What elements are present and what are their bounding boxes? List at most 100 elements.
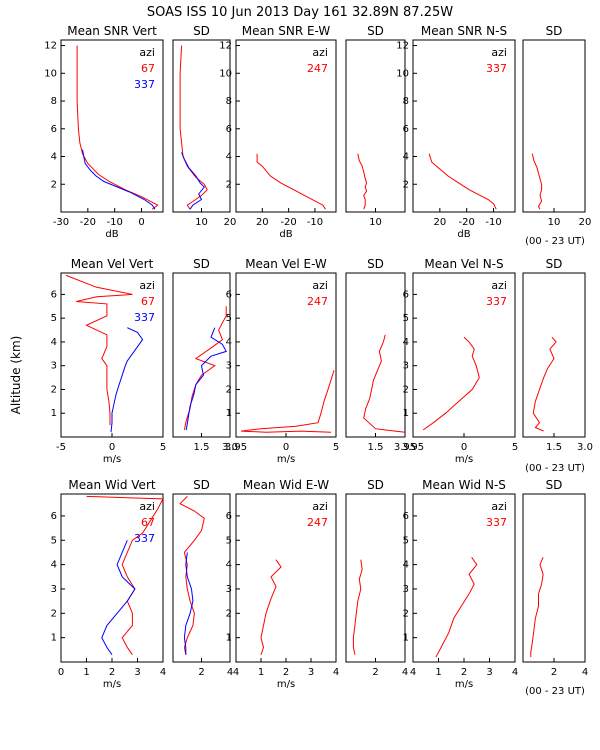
- panel-snr-ns-sd: SD 10 20: [522, 24, 591, 228]
- panel-title: SD: [546, 478, 563, 492]
- series-line-337: [422, 336, 480, 431]
- y-tick-label: 2: [226, 179, 232, 190]
- legend-entry-67: 67: [141, 295, 155, 308]
- y-tick-label: 5: [403, 535, 409, 546]
- y-tick-label: 3: [403, 361, 409, 372]
- panel-frame: [172, 493, 231, 663]
- y-tick-label: 2: [403, 179, 409, 190]
- x-tick-label: 1.5: [546, 442, 562, 453]
- legend-azi-label: azi: [139, 279, 155, 292]
- y-tick-label: 1: [226, 408, 232, 419]
- y-tick-label: 4: [226, 152, 232, 163]
- x-tick-label: -5: [56, 442, 66, 453]
- series-line-67: [179, 496, 205, 655]
- x-axis-label: m/s: [277, 454, 295, 465]
- y-tick-label: 5: [226, 535, 232, 546]
- x-tick-label: 3.95: [225, 442, 247, 453]
- series-line-337: [181, 152, 205, 210]
- panel-title: Mean Wid Vert: [68, 478, 155, 492]
- x-tick-label: 4: [233, 667, 239, 678]
- series-line-337: [530, 557, 544, 658]
- panel-wid-ew: Mean Wid E-W 4 1 2 3 4 1 2 3 4 5 6 m/s azi 247: [226, 478, 340, 690]
- panel-vel-vert-sd: SD 1.5 3.0: [172, 257, 238, 453]
- y-tick-label: 5: [51, 535, 57, 546]
- panel-title: Mean Vel Vert: [71, 257, 154, 271]
- x-tick-label: 10: [369, 217, 382, 228]
- y-tick-label: 3: [51, 361, 57, 372]
- panel-snr-ns: Mean SNR N-S 20 -20 -10 2 4 6 8 10 12 dB azi 337: [396, 24, 516, 240]
- y-tick-label: 2: [51, 384, 57, 395]
- x-tick-label: 0: [109, 442, 115, 453]
- x-axis-label: m/s: [277, 679, 295, 690]
- legend-entry-337: 337: [486, 62, 507, 75]
- x-tick-label: 2: [198, 667, 204, 678]
- panel-title: Mean Vel N-S: [424, 257, 503, 271]
- y-tick-label: 6: [226, 124, 232, 135]
- x-axis-label: dB: [279, 229, 292, 240]
- x-tick-label: 3: [486, 667, 492, 678]
- x-axis-label: dB: [105, 229, 118, 240]
- panel-title: Mean SNR E-W: [242, 24, 331, 38]
- legend-azi-label: azi: [312, 500, 328, 513]
- x-tick-label: 2: [461, 667, 467, 678]
- x-tick-label: 20: [256, 217, 269, 228]
- y-tick-label: 6: [226, 289, 232, 300]
- legend-azi-label: azi: [312, 279, 328, 292]
- x-tick-label: 4: [512, 667, 518, 678]
- time-range-label-row2: (00 - 23 UT): [525, 463, 585, 474]
- panel-wid-ew-sd: SD 2 4: [345, 478, 408, 678]
- y-tick-label: 2: [51, 608, 57, 619]
- series-line-337: [185, 327, 227, 430]
- y-tick-label: 4: [51, 337, 57, 348]
- panel-wid-ns: Mean Wid N-S 4 1 2 3 4 1 2 3 4 5 6 m/s azi 337: [403, 478, 519, 690]
- legend-azi-label: azi: [491, 46, 507, 59]
- y-tick-label: 3: [226, 584, 232, 595]
- panel-title: SD: [193, 257, 210, 271]
- x-tick-label: 0: [461, 442, 467, 453]
- y-tick-label: 6: [403, 511, 409, 522]
- x-tick-label: 4: [160, 667, 166, 678]
- x-tick-label: 20: [224, 217, 237, 228]
- panel-frame: [522, 39, 586, 213]
- panel-frame: [345, 39, 406, 213]
- x-tick-label: 1: [258, 667, 264, 678]
- panel-frame: [345, 272, 406, 438]
- series-line-337: [532, 336, 557, 432]
- panel-title: SD: [367, 24, 384, 38]
- panel-title: SD: [193, 24, 210, 38]
- panels: Mean SNR Vert-30 -20 -10 024681012dBazi6733…: [44, 24, 593, 690]
- x-tick-label: -20: [80, 217, 96, 228]
- x-tick-label: 3: [308, 667, 314, 678]
- x-tick-label: 1: [435, 667, 441, 678]
- y-tick-label: 4: [51, 152, 57, 163]
- y-tick-label: 10: [396, 68, 409, 79]
- series-line-337: [183, 552, 194, 655]
- panel-title: SD: [367, 257, 384, 271]
- y-tick-label: 4: [226, 337, 232, 348]
- legend-entry-337: 337: [134, 532, 155, 545]
- panel-snr-ew-sd: SD 10: [345, 24, 406, 228]
- legend-entry-337: 337: [486, 295, 507, 308]
- series-line-247: [260, 559, 282, 655]
- series-line-337: [435, 557, 478, 658]
- y-tick-label: 4: [51, 560, 57, 571]
- panel-title: Mean Vel E-W: [245, 257, 327, 271]
- y-tick-label: 8: [51, 96, 57, 107]
- panel-vel-ns: Mean Vel N-S 3.95 0 5 1 2 3 4 5 6 m/s azi 337: [402, 257, 518, 465]
- y-tick-label: 5: [403, 313, 409, 324]
- x-tick-label: 0: [138, 217, 144, 228]
- y-tick-label: 10: [219, 68, 232, 79]
- legend-entry-67: 67: [141, 516, 155, 529]
- panel-title: SD: [367, 478, 384, 492]
- y-tick-label: 4: [226, 560, 232, 571]
- y-tick-label: 12: [396, 41, 409, 52]
- y-tick-label: 1: [51, 408, 57, 419]
- y-tick-label: 2: [226, 608, 232, 619]
- y-tick-label: 4: [403, 560, 409, 571]
- x-tick-label: 4: [582, 667, 588, 678]
- legend-entry-67: 67: [141, 62, 155, 75]
- legend-entry-337: 337: [134, 311, 155, 324]
- x-tick-label: 0: [283, 442, 289, 453]
- legend-entry-247: 247: [307, 516, 328, 529]
- x-tick-label: -10: [485, 217, 501, 228]
